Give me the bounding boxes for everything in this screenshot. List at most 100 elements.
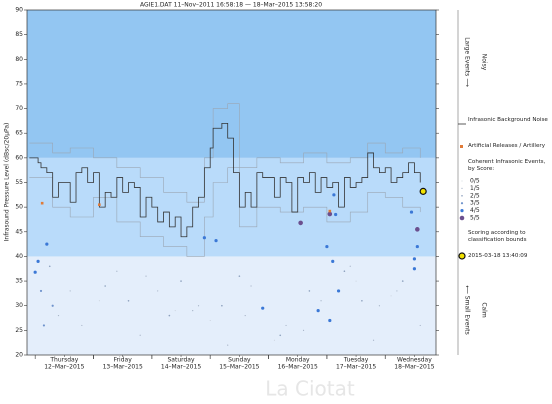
event-point (316, 309, 320, 313)
event-point (328, 318, 332, 323)
legend-dot (459, 215, 465, 221)
event-point (396, 290, 398, 292)
y-tick-label: 35 (15, 278, 23, 285)
legend-dot (461, 187, 463, 189)
event-point (98, 300, 100, 302)
plot-frame (26, 9, 437, 356)
event-point (51, 304, 54, 307)
legend-dot (461, 195, 463, 197)
side-label: ⟵ Small Events (464, 285, 471, 334)
legend-label: 3/5 (470, 200, 480, 207)
event-point (81, 324, 83, 327)
event-point (415, 227, 420, 232)
event-point (302, 329, 305, 331)
legend-label: 2/5 (470, 192, 480, 199)
y-tick-label: 80 (15, 56, 23, 63)
side-label: Calm (481, 302, 488, 318)
event-point (209, 320, 211, 321)
event-point (139, 334, 141, 336)
x-tick-label: Thursday (49, 357, 78, 364)
y-tick-label: 90 (15, 7, 23, 14)
event-point (298, 220, 303, 226)
legend-label: 5/5 (470, 215, 480, 222)
y-tick-label: 30 (15, 302, 23, 309)
event-point (221, 304, 223, 307)
x-tick-date: 13–Mar–2015 (103, 364, 143, 371)
event-point (197, 305, 200, 307)
legend-highlight (458, 252, 466, 260)
y-axis-label: Infrasound Pressure Level (dBsc/20µPa) (4, 123, 11, 242)
event-point (415, 244, 419, 249)
legend-label: Scoring according to classification boun… (468, 230, 527, 243)
event-point (401, 280, 404, 282)
y-tick-label: 40 (15, 253, 23, 260)
event-point (355, 280, 357, 282)
event-point (36, 259, 40, 263)
event-point (145, 275, 147, 277)
y-tick-label: 65 (15, 130, 23, 137)
x-tick-date: 15–Mar–2015 (219, 364, 259, 371)
side-label: Large Events ⟶ (464, 37, 471, 87)
artillery-point (328, 209, 332, 213)
legend-label: 0/5 (470, 178, 480, 185)
artillery-point (40, 201, 44, 205)
x-tick-date: 12–Mar–2015 (44, 364, 84, 371)
event-point (174, 310, 176, 312)
event-point (390, 295, 392, 297)
legend-label: Coherent Infrasonic Events, by Score: (468, 159, 546, 172)
legend-label: Artificial Releases / Artillery (468, 143, 546, 149)
y-tick-label: 60 (15, 154, 23, 161)
x-tick-label: Wednesday (397, 357, 432, 364)
event-point (214, 239, 218, 243)
event-point (349, 265, 351, 267)
event-point (261, 306, 265, 310)
event-point (273, 339, 275, 341)
y-tick-label: 20 (15, 352, 23, 359)
event-point (279, 334, 282, 337)
event-point (412, 257, 417, 261)
event-point (180, 280, 182, 282)
y-tick-label: 75 (15, 80, 23, 87)
x-tick-date: 16–Mar–2015 (278, 364, 318, 371)
line-series (29, 122, 421, 238)
event-point (69, 290, 71, 292)
x-tick-date: 14–Mar–2015 (161, 364, 201, 371)
x-tick-label: Tuesday (343, 357, 369, 364)
line-series (29, 167, 421, 257)
x-tick-date: 18–Mar–2015 (394, 364, 434, 371)
event-point (327, 211, 333, 217)
event-point (39, 289, 43, 293)
legend-label: 2015-03-18 13:40:09 (468, 253, 528, 259)
event-point (202, 236, 206, 240)
event-point (227, 344, 229, 346)
x-tick-label: Friday (114, 357, 133, 364)
event-point (168, 314, 171, 317)
event-point (48, 265, 51, 268)
watermark: La Ciotat (265, 377, 355, 401)
event-point (116, 270, 118, 272)
event-point (157, 290, 159, 292)
y-tick-label: 25 (15, 327, 23, 334)
legend-dot (461, 180, 463, 182)
event-point (285, 324, 287, 327)
event-point (33, 270, 37, 274)
x-tick-label: Saturday (168, 357, 195, 364)
event-point (419, 324, 421, 327)
event-point (343, 270, 346, 273)
legend-dot (460, 202, 464, 205)
y-tick-label: 85 (15, 31, 23, 38)
event-point (45, 242, 49, 246)
event-point (334, 212, 338, 217)
legend-label: 1/5 (470, 185, 480, 192)
event-point (325, 244, 329, 249)
event-point (192, 310, 194, 312)
y-tick-label: 50 (15, 204, 23, 211)
event-point (412, 267, 417, 271)
event-point (308, 290, 311, 292)
y-tick-label: 45 (15, 228, 23, 235)
event-point (320, 300, 322, 302)
event-point (42, 324, 46, 327)
x-tick-date: 17–Mar–2015 (336, 364, 376, 371)
event-point (127, 299, 130, 302)
